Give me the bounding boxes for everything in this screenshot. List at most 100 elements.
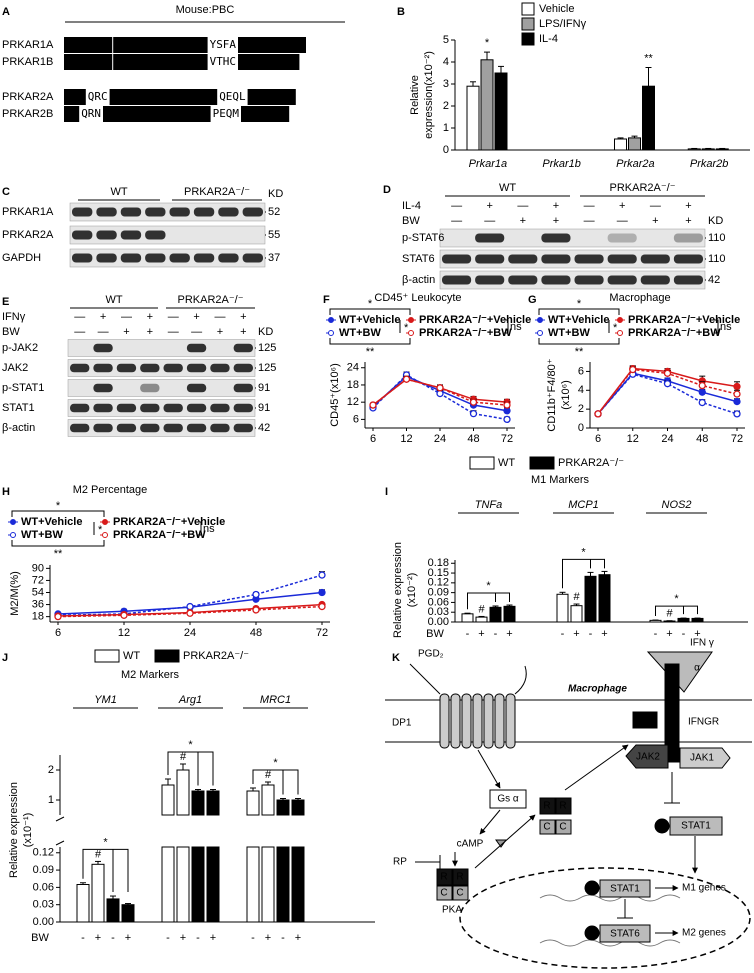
receptor-label: DP1 <box>392 718 412 729</box>
significance: # <box>573 591 580 603</box>
y-tick-label: 36 <box>32 598 44 610</box>
y-tick-label: 3 <box>443 78 449 90</box>
band <box>93 403 113 413</box>
legend-label: PRKAR2A⁻/⁻+Vehicle <box>628 314 740 326</box>
bar <box>246 790 260 816</box>
point <box>369 401 377 409</box>
kd-label: 91 <box>258 402 270 414</box>
y-tick-label: 24 <box>347 362 359 374</box>
y-axis-label: expression(x10⁻²) <box>423 51 435 139</box>
chart-title: M2 Percentage <box>73 484 148 496</box>
band <box>541 254 571 264</box>
residues: DDNERSDIFDAMFP <box>114 55 207 68</box>
highlight <box>64 89 86 105</box>
dna <box>539 939 681 947</box>
receptor-label: IFNGR <box>688 717 719 728</box>
band <box>120 207 142 217</box>
highlight <box>103 106 211 122</box>
residues: RLQEACKDILLFKNLD <box>104 107 210 120</box>
residues: TDE <box>65 90 85 103</box>
bracket <box>329 338 411 345</box>
legend-label: PRKAR2A⁻/⁻+BW <box>113 529 206 541</box>
treatment-sign: — <box>168 326 179 338</box>
r-label: R <box>456 872 463 883</box>
camp-icon <box>495 839 507 848</box>
point <box>594 410 602 418</box>
protein-label: β-actin <box>2 422 35 434</box>
protein-label: PRKAR2A <box>2 229 54 241</box>
c-label: C <box>456 888 463 899</box>
c-box <box>539 819 556 835</box>
cytokine-label: IFN γ <box>690 638 714 649</box>
x-sign: - <box>81 932 85 944</box>
bar <box>614 138 627 151</box>
legend-label: WT+BW <box>339 327 381 339</box>
stat1-box <box>599 879 651 898</box>
significance: * <box>674 593 679 605</box>
treatment-sign: + <box>486 200 492 212</box>
x-tick-label: 48 <box>250 627 262 639</box>
kd-label: 37 <box>268 252 280 264</box>
bar <box>246 846 260 923</box>
x-axis-label: BW <box>31 932 49 944</box>
bracket <box>82 848 129 893</box>
arrow <box>564 744 629 791</box>
residues: QEQL <box>219 90 246 103</box>
legend-label: WT+BW <box>21 529 63 541</box>
legend-label: WT+Vehicle <box>548 314 609 326</box>
gs-box <box>489 789 527 809</box>
legend-swatch <box>521 2 535 16</box>
treatment-sign: — <box>214 311 225 323</box>
significance: ns <box>510 321 522 333</box>
bar <box>191 790 205 816</box>
bar <box>206 846 220 923</box>
band <box>96 207 117 217</box>
bar <box>206 790 220 816</box>
bar <box>191 846 205 923</box>
band <box>145 230 166 240</box>
legend-marker <box>328 330 334 336</box>
bar <box>76 884 90 923</box>
bar <box>489 606 502 623</box>
bar <box>649 619 662 623</box>
chart-title: Macrophage <box>609 292 670 304</box>
c-box <box>436 885 453 901</box>
x-sign: + <box>210 932 216 944</box>
legend-label: PRKAR2A⁻/⁻ <box>558 457 624 469</box>
protein-label: β-actin <box>402 274 435 286</box>
x-sign: + <box>265 932 271 944</box>
unit-label: KD <box>708 215 723 227</box>
residues: TD <box>65 107 78 120</box>
bar <box>261 784 275 816</box>
bar <box>715 148 729 151</box>
treatment-sign: + <box>193 311 199 323</box>
x-sign: - <box>682 628 686 640</box>
chart-title: M1 Markers <box>531 474 590 486</box>
treatment-sign: + <box>147 326 153 338</box>
highlight <box>64 37 113 53</box>
y-axis-label: M2/M(%) <box>9 571 21 616</box>
x-sign: + <box>95 932 101 944</box>
legend-label: Vehicle <box>539 3 574 15</box>
point <box>733 390 741 398</box>
y-tick-label: 0.15 <box>428 567 449 579</box>
alpha-label: α <box>694 663 700 674</box>
point <box>252 606 260 614</box>
significance: # <box>180 751 187 763</box>
panel-label: B <box>397 6 405 18</box>
bar <box>276 799 290 816</box>
point <box>503 415 511 424</box>
r-box <box>539 797 556 815</box>
x-tick-label: 12 <box>627 433 639 445</box>
band <box>640 254 670 264</box>
band <box>140 383 160 393</box>
kd-label: 110 <box>708 253 726 265</box>
band <box>169 207 190 217</box>
band <box>72 230 93 240</box>
y-tick-label: 0.09 <box>428 587 449 599</box>
point <box>469 398 478 406</box>
y-tick-label: 0 <box>578 422 584 434</box>
x-sign: - <box>251 932 255 944</box>
x-sign: - <box>281 932 285 944</box>
series-line <box>597 373 738 415</box>
